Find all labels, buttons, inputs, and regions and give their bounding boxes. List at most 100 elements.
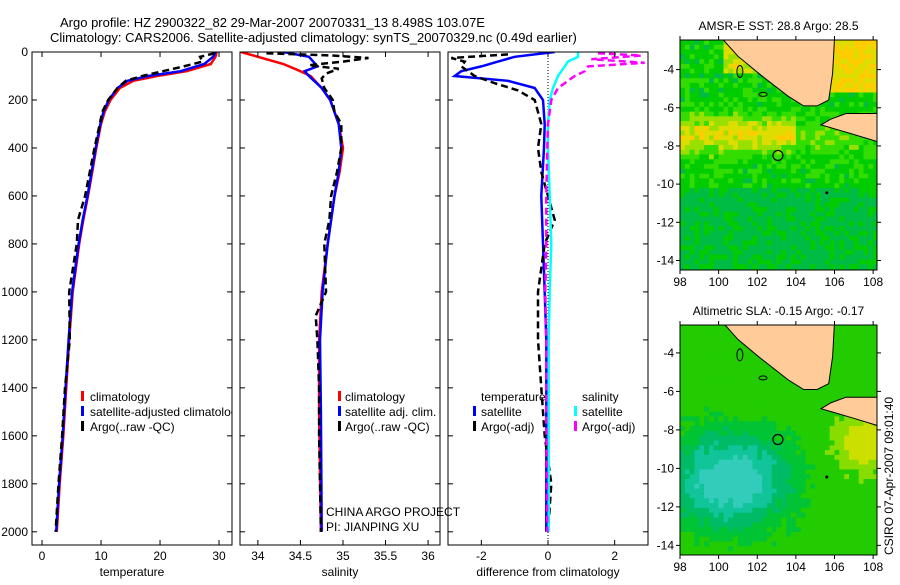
legend-swatch-magenta	[574, 421, 577, 431]
map-cell	[689, 474, 695, 480]
map-cell	[868, 344, 874, 350]
y-tick-label: 1400	[1, 381, 28, 395]
map-cell	[771, 541, 777, 547]
map-cell	[771, 207, 777, 213]
map-cell	[733, 392, 739, 398]
map-cell	[742, 102, 748, 108]
map-cell	[709, 382, 715, 388]
map-cell	[844, 512, 850, 518]
y-tick-label: 600	[8, 189, 28, 203]
map-cell	[747, 116, 753, 122]
map-cell	[723, 450, 729, 456]
map-cell	[728, 363, 734, 369]
map-cell	[781, 183, 787, 189]
map-cell	[844, 349, 850, 355]
map-cell	[747, 479, 753, 485]
map-cell	[699, 82, 705, 89]
map-cell	[737, 145, 744, 151]
map-cell	[805, 168, 811, 174]
map-cell	[684, 154, 690, 160]
map-cell	[689, 483, 695, 489]
map-cell	[728, 373, 734, 379]
map-cell	[709, 329, 715, 335]
map-cell	[733, 416, 739, 422]
map-cell	[839, 382, 845, 388]
map-cell	[762, 411, 768, 417]
map-cell	[684, 216, 690, 222]
map-cell	[723, 168, 729, 174]
map-cell	[742, 149, 748, 155]
map-cell	[747, 430, 753, 437]
map-cell	[776, 192, 782, 198]
map-cell	[858, 97, 864, 103]
map-cell	[795, 192, 802, 198]
map-cell	[713, 445, 719, 451]
x-tick-label: 0	[39, 549, 46, 563]
map-cell	[704, 397, 710, 403]
map-cell	[699, 377, 705, 384]
map-cell	[839, 54, 845, 60]
map-cell	[762, 426, 768, 432]
map-cell	[844, 68, 850, 74]
map-cell	[791, 116, 797, 122]
map-cell	[863, 469, 869, 475]
map-cell	[824, 207, 831, 213]
map-cell	[747, 541, 753, 547]
map-cell	[800, 503, 806, 509]
map-cell	[800, 240, 806, 246]
map-cell	[747, 411, 753, 417]
map-cell	[853, 192, 859, 198]
map-cell	[849, 221, 855, 227]
map-cell	[742, 264, 748, 270]
map-cell	[853, 512, 859, 518]
map-cell	[733, 211, 739, 217]
map-cell	[815, 421, 821, 427]
map-cell	[723, 368, 729, 374]
map-cell	[820, 207, 826, 213]
map-cell	[844, 363, 850, 369]
map-cell	[680, 373, 686, 379]
map-cell	[805, 392, 811, 398]
map-cell	[737, 168, 744, 174]
map-cell	[752, 250, 758, 256]
lon-tick-label: 106	[824, 560, 844, 574]
map-cell	[795, 493, 802, 499]
map-cell	[752, 102, 758, 108]
map-cell	[858, 250, 864, 256]
series-line-satellite-adjusted-climatology	[54, 52, 217, 532]
map-cell	[713, 78, 719, 84]
map-cell	[815, 116, 821, 122]
map-cell	[757, 145, 763, 151]
map-cell	[689, 116, 695, 122]
map-cell	[713, 450, 719, 456]
map-cell	[723, 197, 729, 203]
map-cell	[757, 250, 763, 256]
map-cell	[752, 406, 758, 412]
lon-tick-label: 106	[824, 275, 844, 289]
map-cell	[742, 421, 748, 427]
map-cell	[728, 221, 734, 227]
map-cell	[800, 459, 806, 465]
map-cell	[752, 159, 758, 165]
legend-title-salinity: salinity	[582, 390, 619, 404]
map-cell	[858, 440, 864, 446]
map-cell	[824, 512, 831, 518]
christmas-island	[825, 191, 829, 195]
map-cell	[718, 97, 724, 103]
map-cell	[694, 40, 700, 46]
series-line-satellite-adj-clim-	[283, 52, 343, 532]
map-cell	[863, 211, 869, 217]
map-cell	[863, 250, 869, 256]
map-cell	[781, 435, 787, 441]
map-cell	[699, 254, 705, 260]
map-cell	[868, 164, 874, 170]
map-cell	[795, 221, 802, 227]
map-cell	[844, 507, 850, 513]
map-cell	[680, 349, 686, 355]
map-cell	[694, 173, 700, 179]
map-cell	[853, 546, 859, 552]
map-cell	[752, 168, 758, 174]
map-cell	[858, 106, 864, 112]
map-cell	[713, 221, 719, 227]
map-cell	[820, 450, 826, 456]
